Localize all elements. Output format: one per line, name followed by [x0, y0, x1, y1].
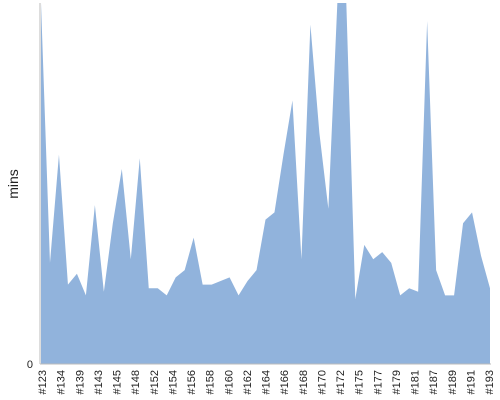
x-tick-label: #175 — [354, 370, 366, 394]
x-tick-label: #139 — [74, 370, 86, 394]
x-tick-label: #152 — [149, 370, 161, 394]
x-tick-label: #189 — [447, 370, 459, 394]
x-tick-label: #191 — [465, 370, 477, 394]
x-tick-label: #187 — [428, 370, 440, 394]
x-tick-label: #166 — [279, 370, 291, 394]
x-tick-label: #181 — [410, 370, 422, 394]
y-tick-label: 0 — [27, 359, 33, 371]
x-tick-label: #162 — [242, 370, 254, 394]
x-tick-label: #134 — [56, 370, 68, 394]
x-tick-label: #158 — [205, 370, 217, 394]
x-tick-label: #123 — [37, 370, 49, 394]
x-tick-label: #145 — [112, 370, 124, 394]
x-tick-label: #170 — [316, 370, 328, 394]
x-tick-label: #179 — [391, 370, 403, 394]
x-tick-label: #177 — [372, 370, 384, 394]
x-tick-labels: #123 #134 #139 #143 #145 #148 #152 #154 #156 #158… — [37, 370, 496, 394]
x-tick-label: #164 — [261, 370, 273, 394]
x-tick-label: #193 — [484, 370, 496, 394]
x-tick-label: #168 — [298, 370, 310, 394]
area-layer — [41, 3, 490, 364]
x-tick-label: #154 — [167, 370, 179, 394]
x-tick-label: #148 — [130, 370, 142, 394]
x-tick-label: #143 — [93, 370, 105, 394]
x-tick-label: #172 — [335, 370, 347, 394]
y-axis-label: mins — [5, 169, 21, 199]
x-tick-label: #156 — [186, 370, 198, 394]
series-area — [41, 3, 490, 364]
x-tick-label: #160 — [223, 370, 235, 394]
